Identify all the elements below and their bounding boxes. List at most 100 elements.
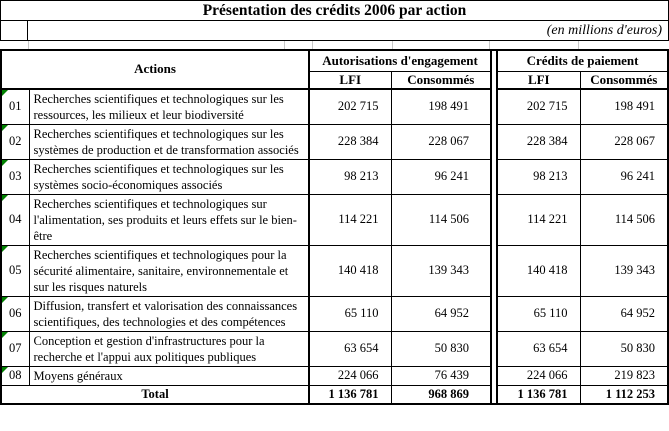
cp-consommes-cell: 114 506 — [579, 193, 669, 246]
ae-lfi-cell: 65 110 — [308, 295, 392, 332]
action-code-cell: 07 — [0, 330, 30, 367]
column-group-credits-paiement: Crédits de paiement — [496, 49, 669, 72]
table-row: 02 Recherches scientifiques et technolog… — [0, 123, 669, 160]
total-row: Total 1 136 781 968 869 1 136 781 1 112 … — [0, 384, 669, 405]
table-row: 07 Conception et gestion d'infrastructur… — [0, 330, 669, 367]
gridline — [312, 41, 313, 49]
cp-lfi-cell: 202 715 — [496, 88, 581, 125]
action-code-cell: 06 — [0, 295, 30, 332]
cp-lfi-cell: 114 221 — [496, 193, 581, 246]
excel-error-triangle-icon — [2, 367, 8, 373]
ae-consommes-cell: 76 439 — [390, 365, 492, 386]
group-divider — [490, 50, 499, 71]
action-code-cell: 03 — [0, 158, 30, 195]
table-row: 01 Recherches scientifiques et technolog… — [0, 88, 669, 125]
action-label-cell: Recherches scientifiques et technologiqu… — [28, 244, 311, 297]
ae-lfi-cell: 140 418 — [308, 244, 392, 297]
column-header-cp-lfi: LFI — [496, 70, 581, 90]
total-label-cell: Total — [0, 384, 311, 405]
cp-consommes-cell: 96 241 — [579, 158, 669, 195]
ae-consommes-cell: 228 067 — [390, 123, 492, 160]
action-label-cell: Moyens généraux — [28, 365, 311, 386]
excel-error-triangle-icon — [2, 195, 8, 201]
cp-consommes-cell: 228 067 — [579, 123, 669, 160]
group-divider — [490, 159, 499, 194]
action-code-cell: 01 — [0, 88, 30, 125]
ae-consommes-cell: 198 491 — [390, 88, 492, 125]
gridline — [284, 41, 285, 49]
cp-consommes-cell: 64 952 — [579, 295, 669, 332]
ae-consommes-cell: 50 830 — [390, 330, 492, 367]
ae-lfi-cell: 202 715 — [308, 88, 392, 125]
action-code: 04 — [9, 212, 22, 226]
group-divider — [490, 331, 499, 366]
group-divider — [490, 245, 499, 296]
credits-2006-table: Actions Autorisations d'engagement Crédi… — [0, 49, 669, 405]
action-label-cell: Conception et gestion d'infrastructures … — [28, 330, 311, 367]
action-code: 05 — [9, 263, 22, 277]
action-label-cell: Recherches scientifiques et technologiqu… — [28, 88, 311, 125]
cp-consommes-cell: 139 343 — [579, 244, 669, 297]
action-code-cell: 05 — [0, 244, 30, 297]
cp-consommes-cell: 50 830 — [579, 330, 669, 367]
ae-consommes-cell: 96 241 — [390, 158, 492, 195]
action-code: 08 — [9, 368, 22, 382]
action-label-cell: Recherches scientifiques et technologiqu… — [28, 193, 311, 246]
action-code: 06 — [9, 306, 22, 320]
units-note: (en millions d'euros) — [28, 21, 669, 41]
cp-lfi-cell: 228 384 — [496, 123, 581, 160]
ae-consommes-cell: 64 952 — [390, 295, 492, 332]
excel-error-triangle-icon — [2, 332, 8, 338]
action-code: 01 — [9, 99, 22, 113]
group-divider — [490, 194, 499, 245]
subtitle-empty-cell — [0, 21, 28, 41]
action-code: 03 — [9, 169, 22, 183]
action-code-cell: 04 — [0, 193, 30, 246]
action-label-cell: Diffusion, transfert et valorisation des… — [28, 295, 311, 332]
cp-lfi-cell: 98 213 — [496, 158, 581, 195]
gridline — [578, 41, 579, 49]
total-ae-lfi-cell: 1 136 781 — [308, 384, 392, 405]
excel-error-triangle-icon — [2, 246, 8, 252]
cp-consommes-cell: 219 823 — [579, 365, 669, 386]
column-header-ae-consommes: Consommés — [390, 70, 492, 90]
total-cp-consommes-cell: 1 112 253 — [579, 384, 669, 405]
cp-lfi-cell: 65 110 — [496, 295, 581, 332]
cp-lfi-cell: 224 066 — [496, 365, 581, 386]
column-header-cp-consommes: Consommés — [579, 70, 669, 90]
column-header-actions: Actions — [0, 49, 311, 90]
total-ae-consommes-cell: 968 869 — [390, 384, 492, 405]
table-row: 05 Recherches scientifiques et technolog… — [0, 244, 669, 297]
group-divider — [490, 296, 499, 331]
group-divider — [490, 88, 499, 124]
table-row: 08 Moyens généraux 224 066 76 439 224 06… — [0, 365, 669, 386]
action-label-cell: Recherches scientifiques et technologiqu… — [28, 158, 311, 195]
table-row: 06 Diffusion, transfert et valorisation … — [0, 295, 669, 332]
ae-lfi-cell: 63 654 — [308, 330, 392, 367]
ae-lfi-cell: 114 221 — [308, 193, 392, 246]
cp-lfi-cell: 140 418 — [496, 244, 581, 297]
page-title: Présentation des crédits 2006 par action — [0, 0, 669, 21]
gridline — [28, 41, 29, 49]
group-divider — [490, 366, 499, 385]
excel-error-triangle-icon — [2, 160, 8, 166]
cp-consommes-cell: 198 491 — [579, 88, 669, 125]
ae-lfi-cell: 98 213 — [308, 158, 392, 195]
excel-error-triangle-icon — [2, 297, 8, 303]
action-code-cell: 08 — [0, 365, 30, 386]
table-row: 04 Recherches scientifiques et technolog… — [0, 193, 669, 246]
action-code: 07 — [9, 341, 22, 355]
column-group-autorisations-engagement: Autorisations d'engagement — [308, 49, 492, 72]
total-cp-lfi-cell: 1 136 781 — [496, 384, 581, 405]
budget-table-page: Présentation des crédits 2006 par action… — [0, 0, 669, 405]
group-divider — [490, 124, 499, 159]
action-code: 02 — [9, 134, 22, 148]
gridline — [489, 41, 490, 49]
group-divider — [490, 385, 499, 404]
group-divider — [490, 71, 499, 89]
ae-consommes-cell: 114 506 — [390, 193, 492, 246]
excel-error-triangle-icon — [2, 125, 8, 131]
column-header-ae-lfi: LFI — [308, 70, 392, 90]
action-label-cell: Recherches scientifiques et technologiqu… — [28, 123, 311, 160]
action-code-cell: 02 — [0, 123, 30, 160]
